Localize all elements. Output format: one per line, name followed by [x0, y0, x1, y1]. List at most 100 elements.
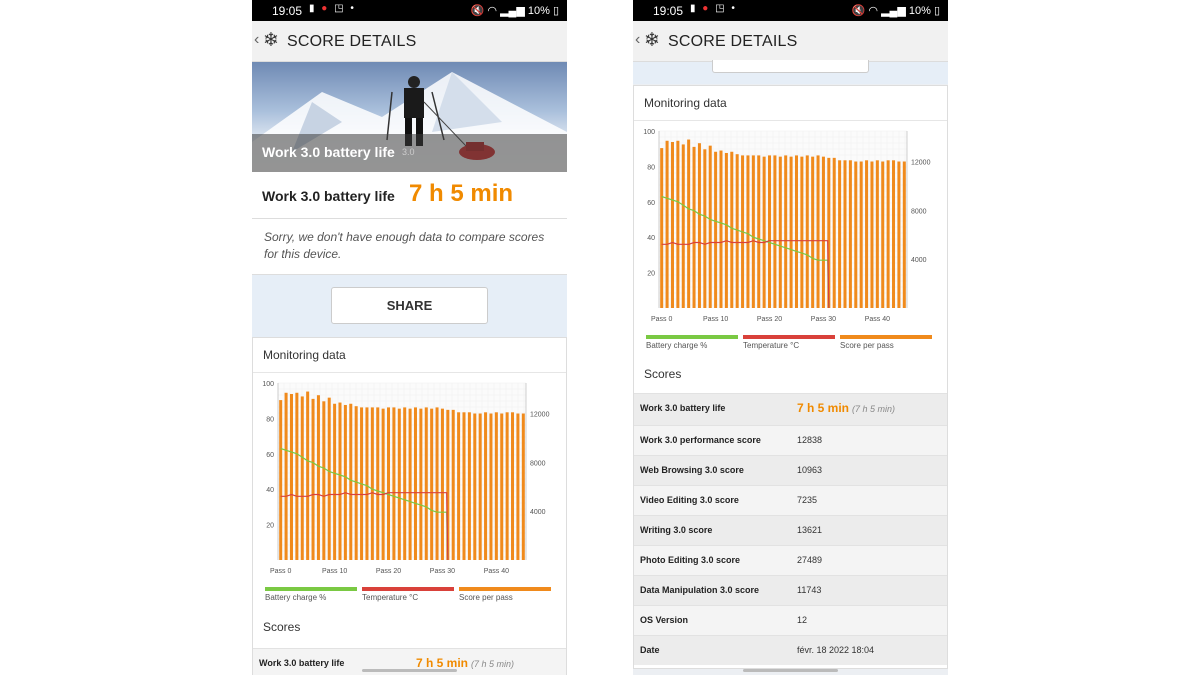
- score-bar: [424, 407, 428, 560]
- legend-item: Score per pass: [840, 335, 932, 350]
- score-bar: [413, 407, 417, 560]
- x-tick: Pass 40: [484, 568, 509, 575]
- x-tick: Pass 20: [757, 316, 782, 323]
- y-left-tick: 80: [266, 416, 274, 423]
- score-bar: [854, 161, 858, 308]
- score-bar: [387, 407, 391, 560]
- score-bar: [521, 413, 525, 560]
- score-bar: [333, 403, 337, 560]
- legend-label: Temperature °C: [362, 593, 419, 602]
- score-bar: [768, 155, 772, 308]
- score-bar: [886, 160, 890, 308]
- score-bar: [311, 398, 315, 560]
- status-time: 19:05: [272, 4, 303, 18]
- y-right-tick: 4000: [530, 509, 546, 516]
- battery-line: [280, 447, 449, 561]
- score-bar: [457, 412, 461, 560]
- score-label: Writing 3.0 score: [640, 525, 713, 535]
- share-button[interactable]: SHARE: [331, 287, 488, 324]
- score-label: Work 3.0 performance score: [640, 435, 761, 445]
- y-left-tick: 80: [647, 164, 655, 171]
- score-bar: [392, 407, 396, 560]
- hero-version: 3.0: [402, 147, 415, 157]
- y-left-tick: 40: [647, 235, 655, 242]
- score-bar: [794, 155, 798, 308]
- score-label: Work 3.0 battery life: [640, 403, 726, 413]
- gesture-handle[interactable]: [743, 669, 838, 672]
- score-bar: [316, 395, 320, 560]
- result-label: Work 3.0 battery life: [262, 188, 395, 204]
- share-button-partial[interactable]: [712, 60, 869, 73]
- score-bar: [816, 155, 820, 308]
- score-value: 13621: [797, 525, 823, 535]
- scroll-content[interactable]: Work 3.0 battery life 3.0 Work 3.0 batte…: [252, 62, 567, 675]
- score-bar: [870, 161, 874, 308]
- score-bar: [789, 156, 793, 308]
- monitoring-card: Monitoring data 20 40 60 80 100 4000 8000 12000…: [252, 337, 567, 675]
- score-value: 7 h 5 min (7 h 5 min): [416, 656, 515, 670]
- score-bar: [670, 141, 674, 308]
- back-arrow-icon[interactable]: ‹: [254, 31, 260, 48]
- chart-legend: Battery charge % Temperature °C Score per …: [646, 335, 936, 351]
- score-bar: [322, 401, 326, 560]
- score-row: Data Manipulation 3.0 score 11743: [634, 575, 947, 605]
- monitoring-chart: 20 40 60 80 100 4000 8000 12000 Pass 0 Pass 10 Pas…: [643, 129, 931, 323]
- score-bar: [827, 157, 831, 308]
- score-bar: [714, 151, 718, 308]
- y-left-tick: 20: [647, 271, 655, 278]
- score-bar: [757, 155, 761, 308]
- app-bar: ‹ ❄ SCORE DETAILS: [633, 21, 948, 62]
- score-label: Date: [640, 645, 660, 655]
- plot-area: [659, 131, 907, 308]
- y-right-tick: 12000: [911, 160, 931, 167]
- score-value: 12838: [797, 435, 823, 445]
- legend-item: Score per pass: [459, 587, 551, 602]
- score-bar: [494, 412, 498, 560]
- monitoring-card: Monitoring data 20 40 60 80 100 4000 8000 12000…: [633, 85, 948, 669]
- score-row: Video Editing 3.0 score 7235: [634, 485, 947, 515]
- score-bar: [289, 393, 293, 560]
- result-summary: Work 3.0 battery life 7 h 5 min: [252, 172, 567, 219]
- x-tick: Pass 0: [651, 316, 673, 323]
- x-tick: Pass 30: [430, 568, 455, 575]
- score-bar: [708, 145, 712, 308]
- notification-icons: ▮ ● ◳ •: [309, 3, 356, 14]
- score-bar: [881, 161, 885, 308]
- score-bar: [370, 407, 374, 560]
- legend-swatch: [459, 587, 551, 591]
- chart-legend: Battery charge % Temperature °C Score per …: [265, 587, 555, 603]
- score-bar: [865, 160, 869, 308]
- legend-label: Score per pass: [840, 341, 894, 350]
- score-bar: [451, 409, 455, 560]
- score-row: Photo Editing 3.0 score 27489: [634, 545, 947, 575]
- score-row: OS Version 12: [634, 605, 947, 635]
- score-row: Work 3.0 battery life 7 h 5 min (7 h 5 min…: [634, 393, 947, 425]
- monitoring-chart: 20 40 60 80 100 4000 8000 12000 Pass 0 Pass 10 Pas…: [262, 381, 549, 575]
- score-bar: [397, 408, 401, 560]
- score-bar: [446, 409, 450, 560]
- score-bar: [811, 156, 815, 308]
- score-bar: [295, 392, 299, 560]
- notification-icons: ▮ ● ◳ •: [690, 3, 737, 14]
- temperature-line: [661, 240, 830, 309]
- score-bar: [724, 152, 728, 308]
- score-bar: [300, 396, 304, 560]
- score-bar: [719, 150, 723, 308]
- legend-item: Temperature °C: [743, 335, 835, 350]
- gesture-handle[interactable]: [362, 669, 457, 672]
- legend-item: Battery charge %: [265, 587, 357, 602]
- back-arrow-icon[interactable]: ‹: [635, 31, 641, 48]
- score-bar: [462, 412, 466, 560]
- score-bar: [473, 413, 477, 560]
- y-left-tick: 40: [266, 487, 274, 494]
- y-left-tick: 100: [262, 381, 274, 388]
- legend-swatch: [840, 335, 932, 339]
- score-bar: [665, 140, 669, 308]
- score-row: Web Browsing 3.0 score 10963: [634, 455, 947, 485]
- x-tick: Pass 10: [322, 568, 347, 575]
- app-bar: ‹ ❄ SCORE DETAILS: [252, 21, 567, 62]
- temperature-line: [280, 492, 449, 561]
- y-left-tick: 20: [266, 523, 274, 530]
- score-label: Web Browsing 3.0 score: [640, 465, 744, 475]
- score-label: OS Version: [640, 615, 689, 625]
